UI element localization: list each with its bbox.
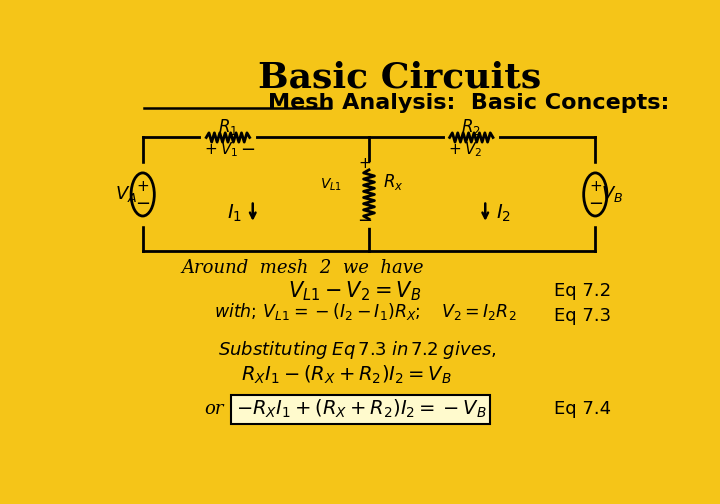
Text: +: +	[358, 156, 371, 171]
Text: $V_1$: $V_1$	[220, 141, 238, 159]
Text: Eq 7.3: Eq 7.3	[554, 307, 611, 325]
Text: $R_2$: $R_2$	[462, 117, 481, 137]
FancyBboxPatch shape	[231, 395, 490, 424]
Text: +: +	[136, 179, 149, 194]
Text: Eq 7.4: Eq 7.4	[554, 400, 611, 418]
Text: Basic Circuits: Basic Circuits	[258, 60, 541, 94]
Text: $I_1$: $I_1$	[227, 202, 242, 224]
Text: $I_2$: $I_2$	[496, 202, 511, 224]
Text: $V_B$: $V_B$	[601, 184, 624, 205]
Text: −: −	[135, 195, 150, 213]
Text: $R_XI_1-(R_X+R_2)I_2=V_B$: $R_XI_1-(R_X+R_2)I_2=V_B$	[241, 363, 451, 386]
Text: $V_{L1}$: $V_{L1}$	[320, 177, 343, 194]
Text: +: +	[204, 142, 217, 157]
Ellipse shape	[131, 173, 154, 216]
Ellipse shape	[584, 173, 607, 216]
Text: $V_A$: $V_A$	[114, 184, 137, 205]
Text: $-R_XI_1+(R_X+R_2)I_2=-V_B$: $-R_XI_1+(R_X+R_2)I_2=-V_B$	[236, 398, 487, 420]
Text: +: +	[589, 179, 602, 194]
Text: −: −	[588, 195, 603, 213]
Text: $R_x$: $R_x$	[383, 172, 403, 192]
Text: $R_1$: $R_1$	[218, 117, 238, 137]
Text: Mesh Analysis:  Basic Concepts:: Mesh Analysis: Basic Concepts:	[269, 93, 670, 113]
Text: or: or	[204, 400, 224, 418]
Text: Around  mesh  2  we  have: Around mesh 2 we have	[181, 260, 424, 277]
Text: −: −	[240, 141, 256, 159]
Text: $V_2$: $V_2$	[464, 141, 482, 159]
Text: +: +	[448, 142, 461, 157]
Text: $Substituting\;Eq\,7.3\;in\,7.2\;gives,$: $Substituting\;Eq\,7.3\;in\,7.2\;gives,$	[218, 339, 496, 361]
Text: $V_{L1}-V_2=V_B$: $V_{L1}-V_2=V_B$	[287, 280, 420, 303]
Text: −: −	[357, 212, 372, 230]
Text: Eq 7.2: Eq 7.2	[554, 282, 611, 300]
Text: $with;\,V_{L1}=-(I_2-I_1)R_X;\quad V_2=I_2R_2$: $with;\,V_{L1}=-(I_2-I_1)R_X;\quad V_2=I…	[214, 301, 516, 322]
